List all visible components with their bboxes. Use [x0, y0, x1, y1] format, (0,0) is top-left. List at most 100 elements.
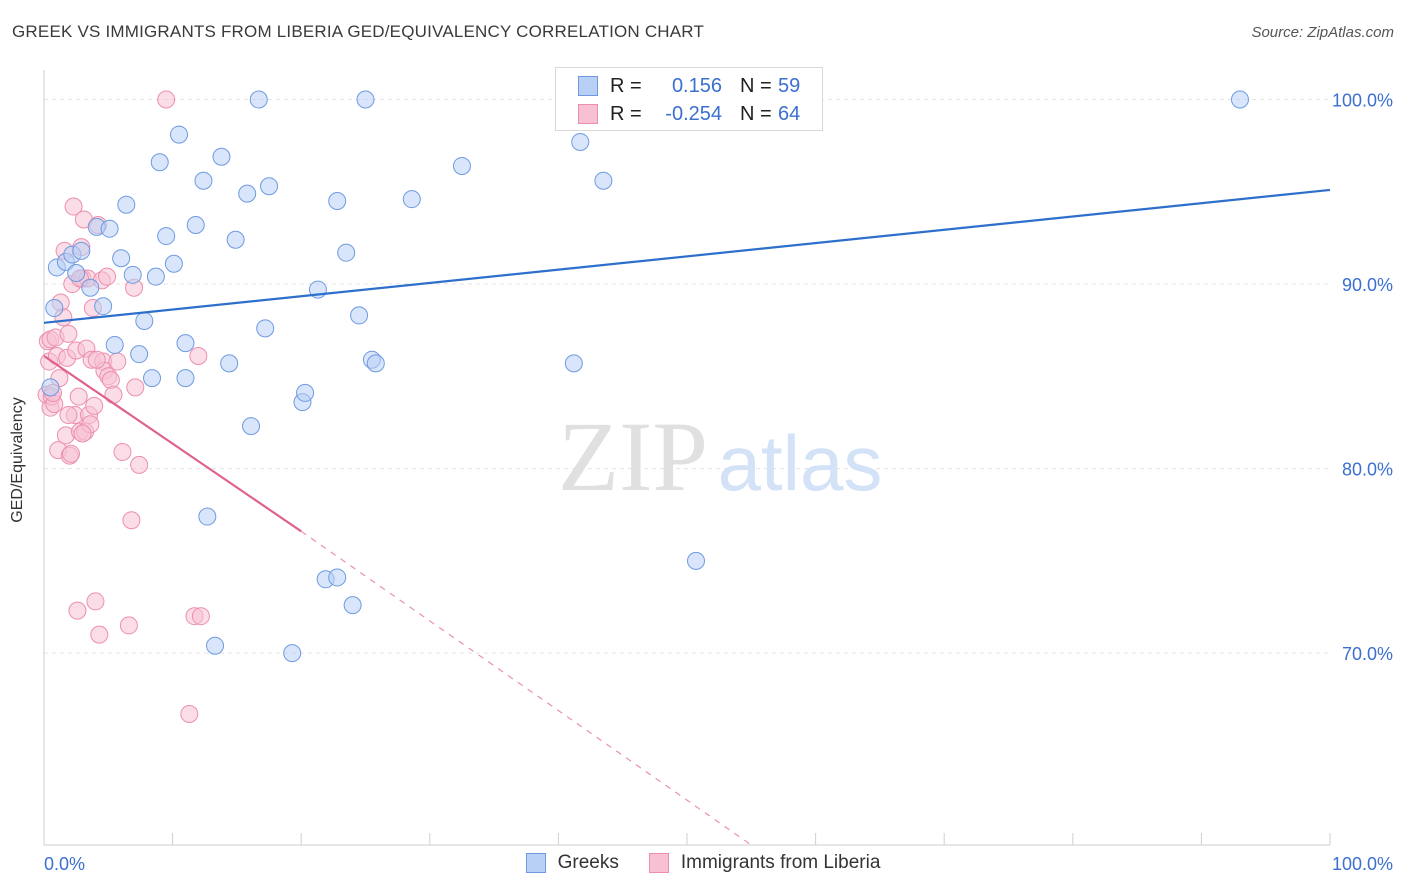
greeks-point — [249, 90, 268, 109]
greeks-point — [571, 132, 590, 151]
greeks-point — [170, 125, 189, 144]
watermark: ZIP atlas — [558, 401, 882, 512]
greeks-point — [594, 171, 613, 190]
greeks-point — [687, 551, 706, 570]
watermark-zip: ZIP — [558, 401, 708, 512]
greeks-swatch — [578, 76, 598, 96]
liberia-point — [101, 371, 120, 389]
greeks-point — [564, 354, 583, 373]
greeks-point — [150, 153, 169, 172]
liberia-point — [90, 625, 109, 644]
liberia-point — [85, 396, 104, 415]
greeks-point — [260, 177, 279, 196]
legend-liberia-swatch — [648, 853, 669, 873]
greeks-point — [283, 644, 302, 663]
liberia-point — [87, 350, 106, 369]
greeks-point — [130, 345, 149, 364]
liberia-point — [180, 704, 199, 723]
liberia-point — [113, 442, 132, 461]
liberia-point — [157, 90, 176, 109]
n-label: N = — [740, 74, 772, 97]
x-tick-label: 100.0% — [1332, 854, 1393, 874]
liberia-swatch — [578, 104, 598, 124]
axes — [43, 70, 1331, 846]
greeks-trend-line — [43, 188, 1331, 324]
greeks-point — [337, 243, 356, 262]
greeks-point — [356, 90, 375, 109]
greeks-point — [117, 195, 136, 214]
liberia-point — [191, 607, 210, 626]
gridlines — [44, 99, 1330, 654]
stats-row-greeks: R = 0.156 N = 59 — [556, 72, 800, 100]
greeks-point — [67, 263, 86, 282]
liberia-point — [108, 352, 127, 371]
greeks-point — [81, 278, 100, 297]
greeks-point — [212, 147, 231, 166]
greeks-n-value: 59 — [778, 74, 801, 97]
r-label: R = — [610, 74, 642, 97]
greeks-point — [176, 334, 195, 353]
greeks-point — [256, 319, 275, 338]
r-label: R = — [610, 102, 642, 125]
greeks-point — [176, 369, 195, 388]
greeks-point — [238, 184, 257, 203]
greeks-point — [402, 190, 421, 209]
greeks-point — [242, 417, 261, 436]
greeks-point — [123, 265, 142, 284]
legend-item-greeks[interactable]: Greeks — [525, 852, 619, 874]
greeks-point — [157, 227, 176, 246]
series-greeks-points — [41, 90, 1249, 663]
stats-box: R = 0.156 N = 59 R = -0.254 N = 64 — [555, 67, 823, 131]
tick-labels: 100.0% 90.0% 80.0% 70.0% 0.0% 100.0% — [44, 91, 1393, 874]
watermark-atlas: atlas — [718, 419, 883, 507]
stats-row-liberia: R = -0.254 N = 64 — [556, 100, 800, 128]
greeks-point — [100, 219, 119, 238]
n-label: N = — [740, 102, 772, 125]
legend-item-liberia[interactable]: Immigrants from Liberia — [648, 852, 881, 874]
greeks-point — [135, 311, 154, 330]
liberia-point — [119, 616, 138, 635]
greeks-point — [452, 156, 471, 175]
liberia-point — [126, 378, 145, 397]
liberia-point — [59, 324, 78, 343]
liberia-point — [98, 267, 117, 286]
greeks-point — [296, 383, 315, 402]
y-tick-label: 100.0% — [1332, 91, 1393, 111]
greeks-point — [146, 267, 165, 286]
y-tick-label: 90.0% — [1342, 275, 1393, 295]
greeks-point — [328, 192, 347, 211]
series-liberia-points — [37, 90, 210, 723]
liberia-point — [130, 455, 149, 474]
greeks-point — [206, 636, 225, 655]
legend-liberia-label: Immigrants from Liberia — [680, 852, 881, 873]
greeks-point — [143, 369, 162, 388]
liberia-point — [68, 601, 87, 620]
source-credit: Source: ZipAtlas.com — [1251, 24, 1394, 41]
liberia-trend-extension — [300, 530, 752, 846]
greeks-point — [186, 216, 205, 234]
liberia-point — [104, 385, 123, 404]
greeks-point — [366, 354, 385, 373]
liberia-point — [86, 592, 105, 611]
greeks-point — [94, 297, 113, 316]
greeks-r-value: 0.156 — [671, 74, 722, 97]
liberia-point — [73, 424, 92, 443]
greeks-point — [105, 335, 124, 354]
liberia-point — [189, 347, 208, 366]
greeks-point — [350, 306, 369, 325]
greeks-point — [45, 299, 64, 318]
greeks-point — [112, 249, 131, 268]
legend-greeks-swatch — [525, 853, 546, 873]
greeks-point — [328, 568, 347, 587]
greeks-point — [194, 171, 213, 190]
greeks-point — [226, 230, 245, 249]
liberia-r-value: -0.254 — [665, 102, 722, 125]
legend: Greeks Immigrants from Liberia — [0, 852, 1406, 874]
greeks-point — [343, 596, 362, 615]
chart-title: GREEK VS IMMIGRANTS FROM LIBERIA GED/EQU… — [12, 22, 705, 41]
greeks-point — [72, 241, 91, 260]
liberia-n-value: 64 — [778, 102, 801, 125]
liberia-point — [62, 444, 81, 463]
y-tick-label: 80.0% — [1342, 460, 1393, 480]
